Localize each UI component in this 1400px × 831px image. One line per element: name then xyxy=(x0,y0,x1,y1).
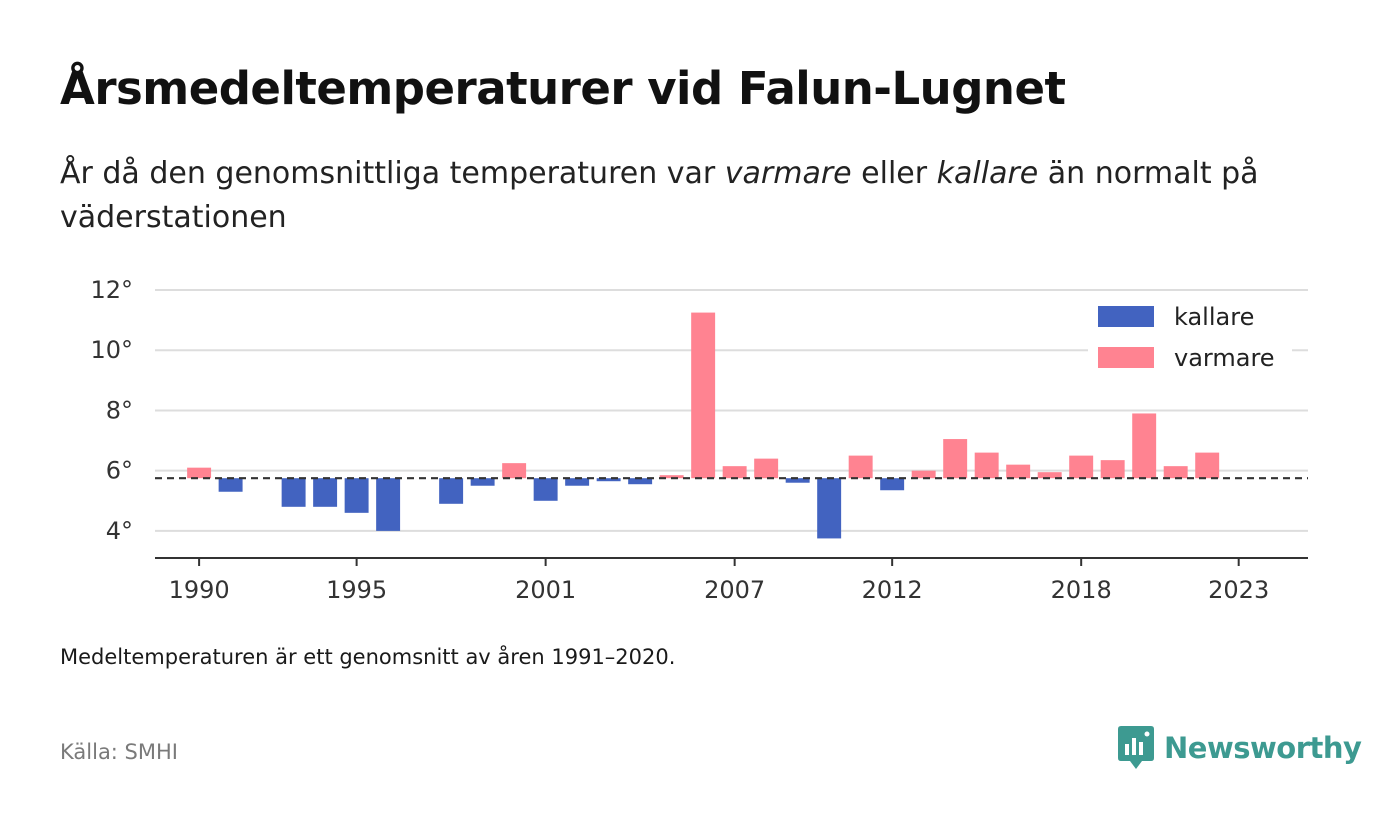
y-tick-label: 12° xyxy=(90,276,133,304)
legend-swatch-kallare xyxy=(1098,306,1154,327)
bar-kallare xyxy=(628,478,653,485)
bar-varmare xyxy=(187,467,212,479)
footnote: Medeltemperaturen är ett genomsnitt av å… xyxy=(60,645,676,669)
brand-logo: Newsworthy xyxy=(1118,726,1362,770)
bar-varmare xyxy=(1195,452,1220,479)
bar-varmare xyxy=(691,312,716,479)
x-tick-label: 1995 xyxy=(326,576,387,604)
source-credit: Källa: SMHI xyxy=(60,740,178,764)
bar-varmare xyxy=(659,475,684,479)
chart-title: Årsmedeltemperaturer vid Falun-Lugnet xyxy=(60,62,1066,115)
newsworthy-logo-icon xyxy=(1118,726,1154,769)
bar-varmare xyxy=(722,466,747,479)
brand-name: Newsworthy xyxy=(1164,731,1362,765)
legend-label-varmare: varmare xyxy=(1174,344,1275,372)
bar-varmare xyxy=(1100,460,1125,479)
y-tick-label: 4° xyxy=(106,517,133,545)
x-axis-ticks: 1990 1995 2001 2007 2012 2018 2023 xyxy=(169,558,1269,604)
bar-varmare xyxy=(943,439,968,479)
subtitle-emphasis-warmer: varmare xyxy=(724,156,852,191)
subtitle-emphasis-colder: kallare xyxy=(936,156,1039,191)
bar-varmare xyxy=(848,455,873,479)
legend-swatch-varmare xyxy=(1098,347,1154,368)
bar-varmare xyxy=(911,470,936,479)
bar-varmare xyxy=(1006,464,1031,479)
subtitle-text-2: eller xyxy=(851,156,937,191)
x-tick-label: 1990 xyxy=(169,576,230,604)
x-tick-label: 2007 xyxy=(704,576,765,604)
bar-kallare xyxy=(470,478,495,486)
bar-varmare xyxy=(974,452,999,479)
bar-kallare xyxy=(281,478,306,507)
bar-kallare xyxy=(313,478,338,507)
y-axis-tick-labels: 4° 6° 8° 10° 12° xyxy=(90,276,133,545)
y-tick-label: 8° xyxy=(106,396,133,424)
bars xyxy=(187,312,1220,539)
chart-subtitle: År då den genomsnittliga temperaturen va… xyxy=(60,152,1340,240)
x-tick-label: 2023 xyxy=(1208,576,1269,604)
bar-kallare xyxy=(880,478,905,491)
bar-varmare xyxy=(1069,455,1094,479)
subtitle-text-1: År då den genomsnittliga temperaturen va… xyxy=(60,156,725,191)
bar-kallare xyxy=(817,478,842,539)
bar-kallare xyxy=(785,478,810,483)
x-tick-label: 2018 xyxy=(1051,576,1112,604)
x-tick-label: 2001 xyxy=(515,576,576,604)
bar-varmare xyxy=(1037,472,1062,479)
bar-kallare xyxy=(596,478,621,482)
bar-kallare xyxy=(533,478,558,501)
bar-varmare xyxy=(1132,413,1157,479)
legend: kallare varmare xyxy=(1088,296,1292,382)
bar-varmare xyxy=(754,458,779,479)
subtitle-text-3: än normalt på väderstationen xyxy=(60,156,1259,235)
bar-kallare xyxy=(565,478,590,486)
bar-varmare xyxy=(502,463,527,479)
bar-varmare xyxy=(1163,466,1188,479)
bar-kallare xyxy=(218,478,243,492)
bar-kallare xyxy=(376,478,401,531)
legend-label-kallare: kallare xyxy=(1174,303,1254,331)
bar-kallare xyxy=(344,478,369,513)
y-tick-label: 10° xyxy=(90,336,133,364)
bar-kallare xyxy=(439,478,464,504)
y-tick-label: 6° xyxy=(106,457,133,485)
x-tick-label: 2012 xyxy=(862,576,923,604)
